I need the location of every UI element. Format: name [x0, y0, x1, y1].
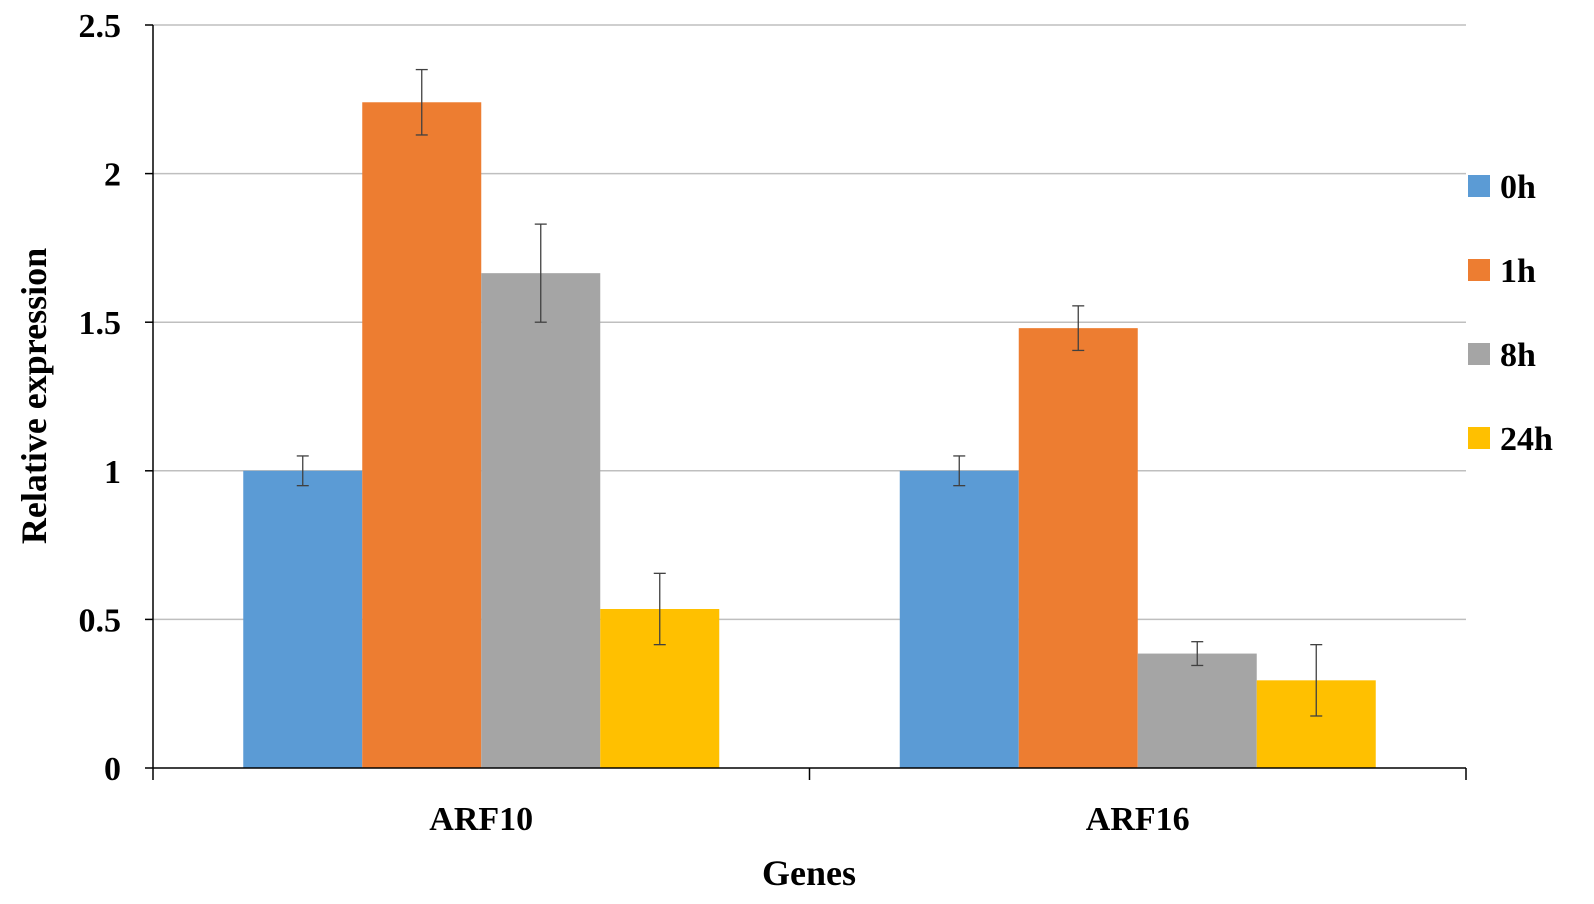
bar-arf16-8h: [1137, 653, 1257, 768]
axes: [145, 24, 1467, 780]
y-tick-label: 0: [104, 751, 121, 788]
x-axis-title: Genes: [762, 853, 856, 893]
error-bar: [534, 223, 547, 323]
legend-label: 0h: [1500, 169, 1536, 206]
y-tick-label: 1.5: [79, 305, 122, 342]
y-tick-label: 2: [104, 157, 121, 194]
y-tick-label: 1: [104, 454, 121, 491]
legend-swatch: [1468, 427, 1490, 449]
legend: 0h 1h 8h 24h: [1468, 169, 1553, 458]
x-category-label: ARF16: [1086, 801, 1190, 838]
bar-arf16-0h: [899, 470, 1019, 768]
error-bar: [953, 455, 966, 487]
legend-item-1h: 1h: [1468, 253, 1536, 290]
error-bar: [653, 572, 666, 646]
y-axis-title: Relative expression: [14, 248, 54, 544]
y-tick-label: 2.5: [79, 8, 122, 45]
y-tick-labels: 0 0.5 1 1.5 2 2.5: [79, 8, 122, 788]
legend-label: 24h: [1500, 421, 1553, 458]
legend-label: 8h: [1500, 337, 1536, 374]
bar-arf10-0h: [243, 470, 363, 768]
error-bar: [1072, 305, 1085, 352]
error-bars: [296, 68, 1323, 717]
error-bar: [1310, 644, 1323, 717]
x-category-labels: ARF10 ARF16: [429, 801, 1189, 838]
legend-swatch: [1468, 343, 1490, 365]
bars: [243, 102, 1376, 769]
bar-arf16-1h: [1018, 328, 1138, 768]
legend-item-0h: 0h: [1468, 169, 1536, 206]
error-bar: [296, 455, 309, 487]
bar-arf10-1h: [362, 102, 482, 769]
x-category-label: ARF10: [429, 801, 533, 838]
error-bar: [415, 68, 428, 136]
legend-label: 1h: [1500, 253, 1536, 290]
legend-item-8h: 8h: [1468, 337, 1536, 374]
legend-swatch: [1468, 259, 1490, 281]
legend-item-24h: 24h: [1468, 421, 1553, 458]
y-tick-label: 0.5: [79, 602, 122, 639]
bar-arf10-8h: [481, 273, 601, 768]
legend-swatch: [1468, 175, 1490, 197]
error-bar: [1191, 641, 1204, 667]
